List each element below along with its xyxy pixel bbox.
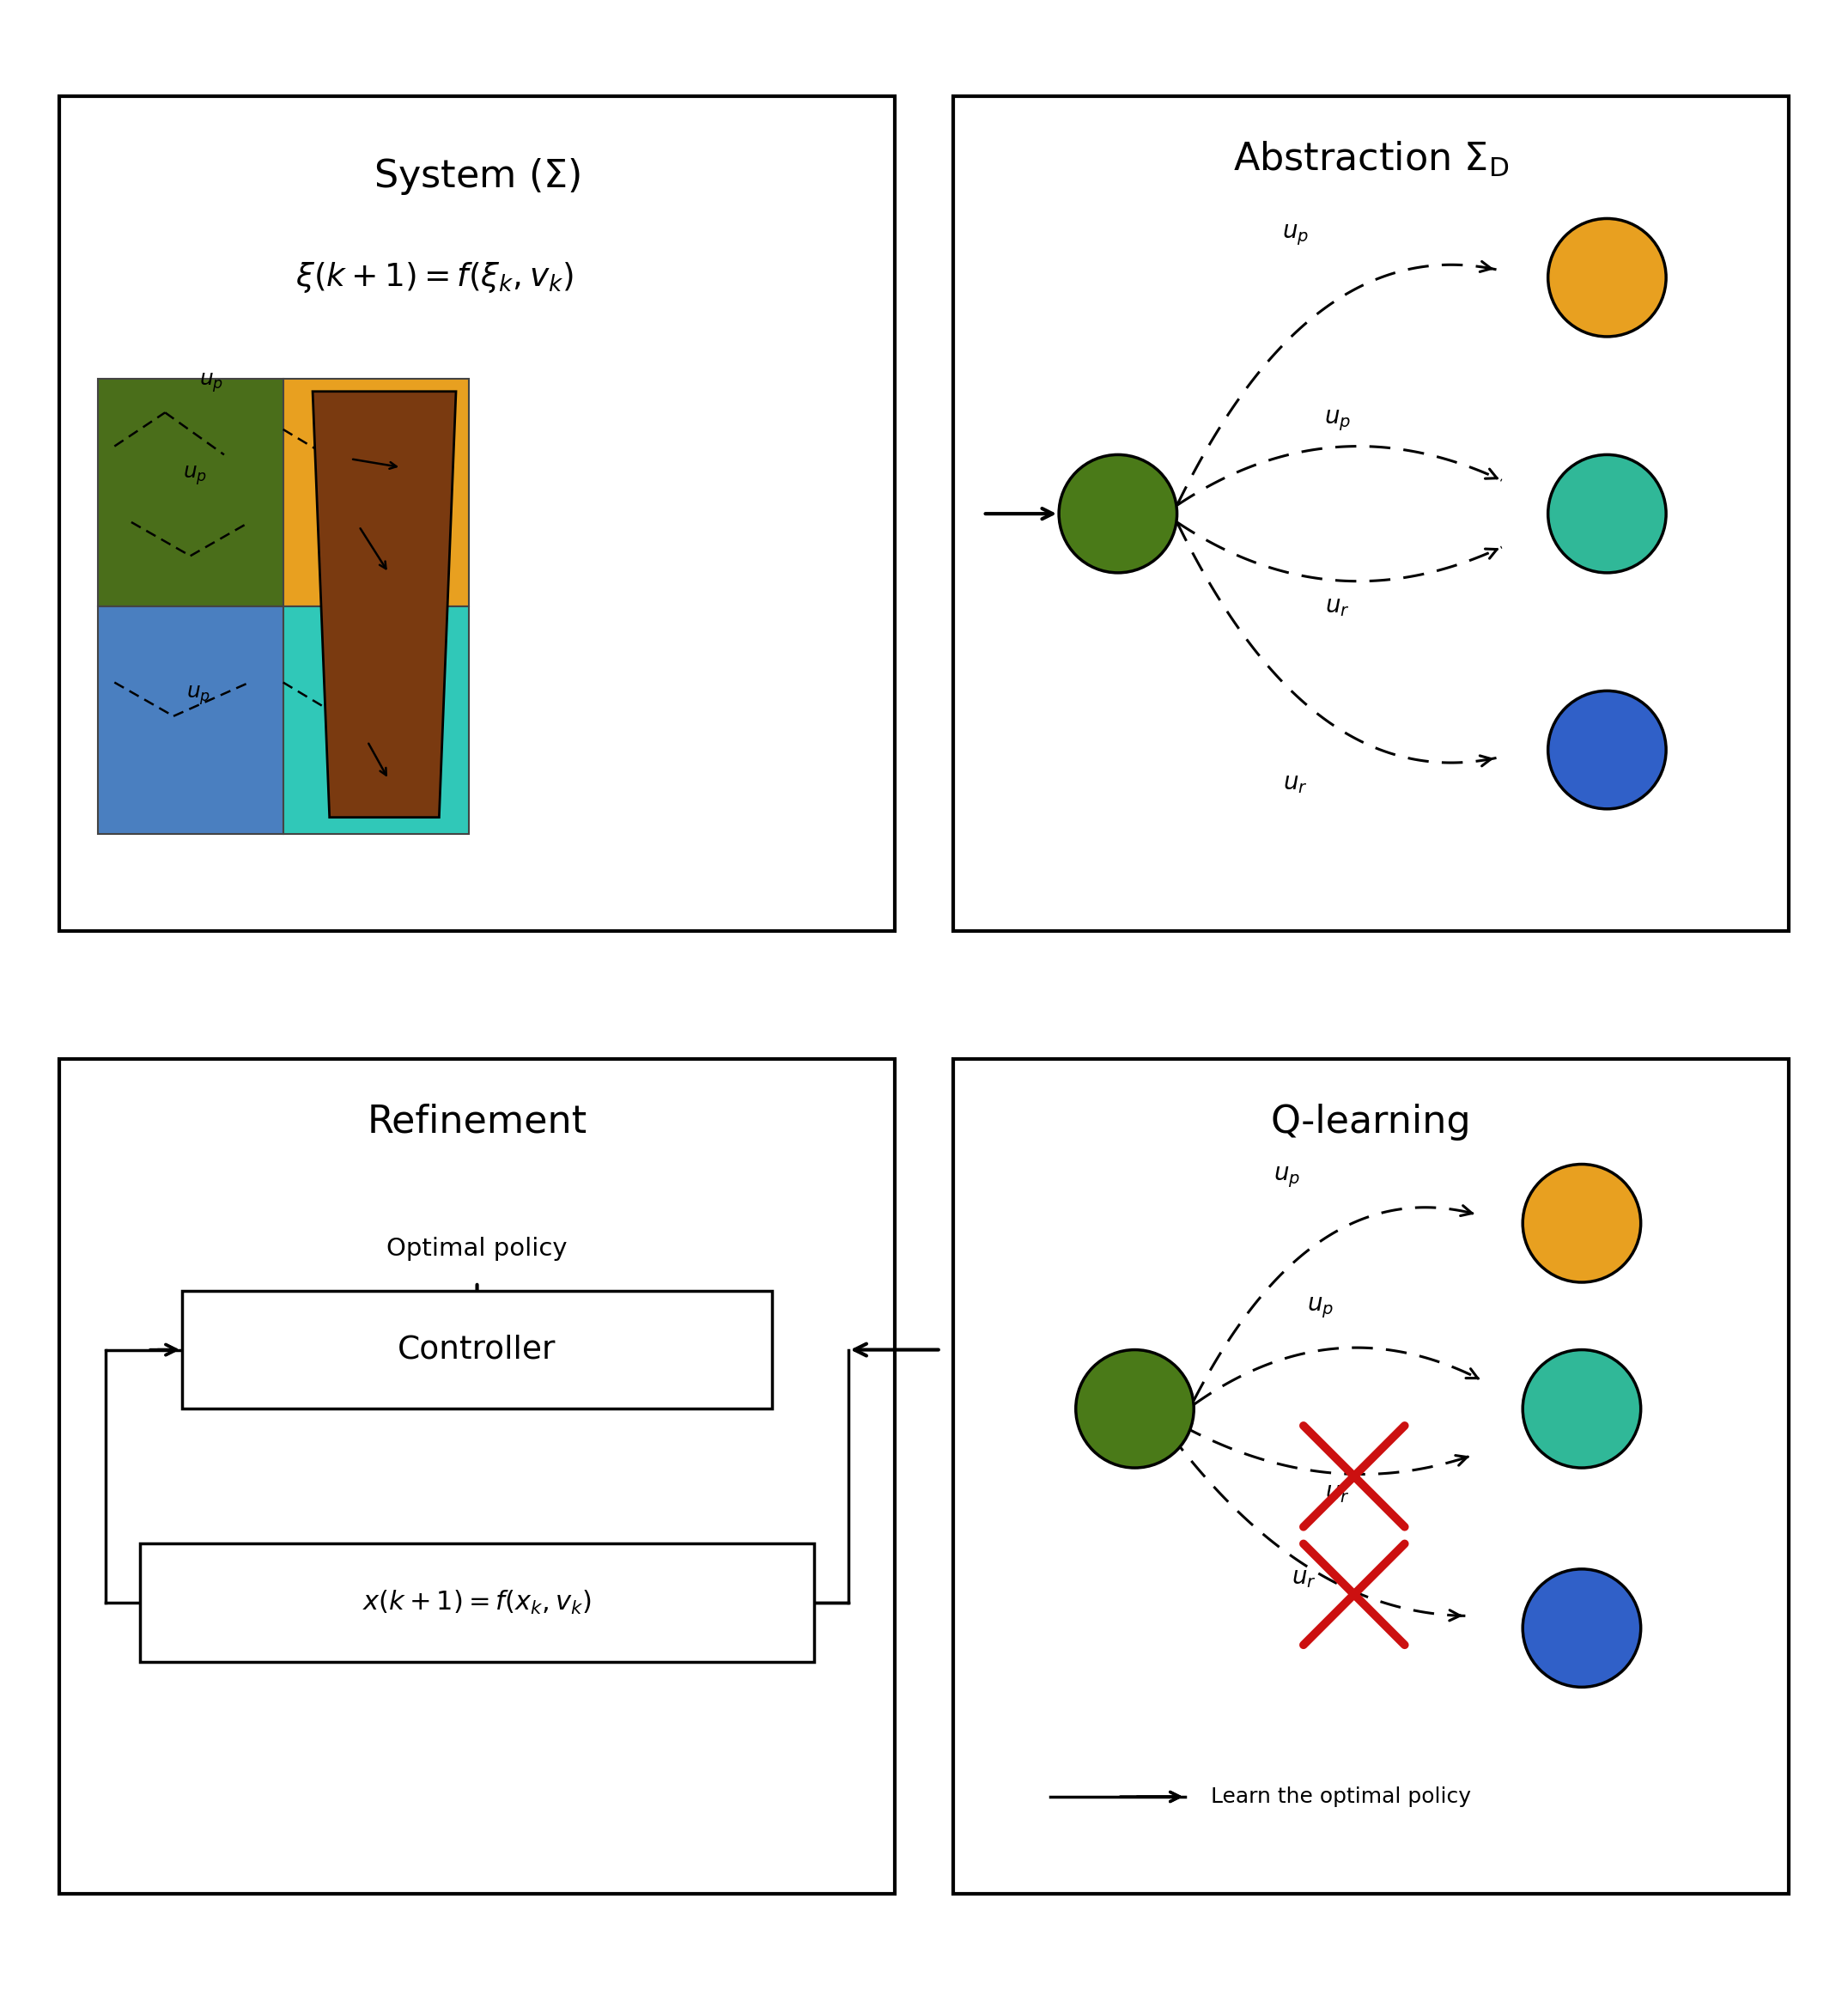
Text: $u_p$: $u_p$	[187, 685, 211, 706]
FancyBboxPatch shape	[181, 1292, 772, 1409]
Text: Controller: Controller	[397, 1335, 556, 1365]
Text: $u_r$: $u_r$	[1325, 1481, 1349, 1504]
Text: System $(\Sigma)$: System $(\Sigma)$	[373, 155, 580, 197]
Text: $u_p$: $u_p$	[1283, 223, 1308, 247]
Circle shape	[1059, 454, 1177, 573]
Text: $u_p$: $u_p$	[1273, 1164, 1299, 1190]
Text: $u_r$: $u_r$	[1292, 1566, 1316, 1590]
Text: $\xi(k+1) = f(\xi_k, v_k)$: $\xi(k+1) = f(\xi_k, v_k)$	[296, 261, 575, 295]
Text: Learn the optimal policy: Learn the optimal policy	[1210, 1787, 1471, 1807]
Text: $u_p$: $u_p$	[1307, 1295, 1334, 1319]
Text: Abstraction $\Sigma_{\mathrm{D}}$: Abstraction $\Sigma_{\mathrm{D}}$	[1233, 139, 1510, 179]
Bar	[283, 607, 469, 834]
Text: Q-learning: Q-learning	[1271, 1104, 1471, 1140]
Circle shape	[1549, 454, 1667, 573]
Bar	[283, 378, 469, 607]
Text: $u_r$: $u_r$	[1283, 772, 1307, 796]
FancyBboxPatch shape	[59, 1059, 894, 1894]
Circle shape	[1549, 691, 1667, 808]
Circle shape	[1523, 1568, 1641, 1688]
Text: $u_p$: $u_p$	[183, 464, 207, 488]
Circle shape	[1549, 219, 1667, 336]
FancyBboxPatch shape	[59, 96, 894, 931]
Text: $u_p$: $u_p$	[1323, 408, 1351, 434]
Circle shape	[1076, 1349, 1194, 1469]
Bar	[98, 378, 283, 607]
Text: Optimal policy: Optimal policy	[386, 1236, 567, 1260]
Text: Refinement: Refinement	[368, 1104, 588, 1140]
Bar	[98, 607, 283, 834]
Text: $u_p$: $u_p$	[200, 372, 224, 394]
FancyBboxPatch shape	[954, 96, 1789, 931]
Text: $u_r$: $u_r$	[1325, 595, 1349, 619]
FancyBboxPatch shape	[140, 1544, 815, 1662]
Polygon shape	[312, 392, 456, 818]
FancyBboxPatch shape	[954, 1059, 1789, 1894]
Circle shape	[1523, 1349, 1641, 1469]
Text: $x(k+1) = f(x_k, v_k)$: $x(k+1) = f(x_k, v_k)$	[362, 1588, 591, 1616]
Circle shape	[1523, 1164, 1641, 1282]
